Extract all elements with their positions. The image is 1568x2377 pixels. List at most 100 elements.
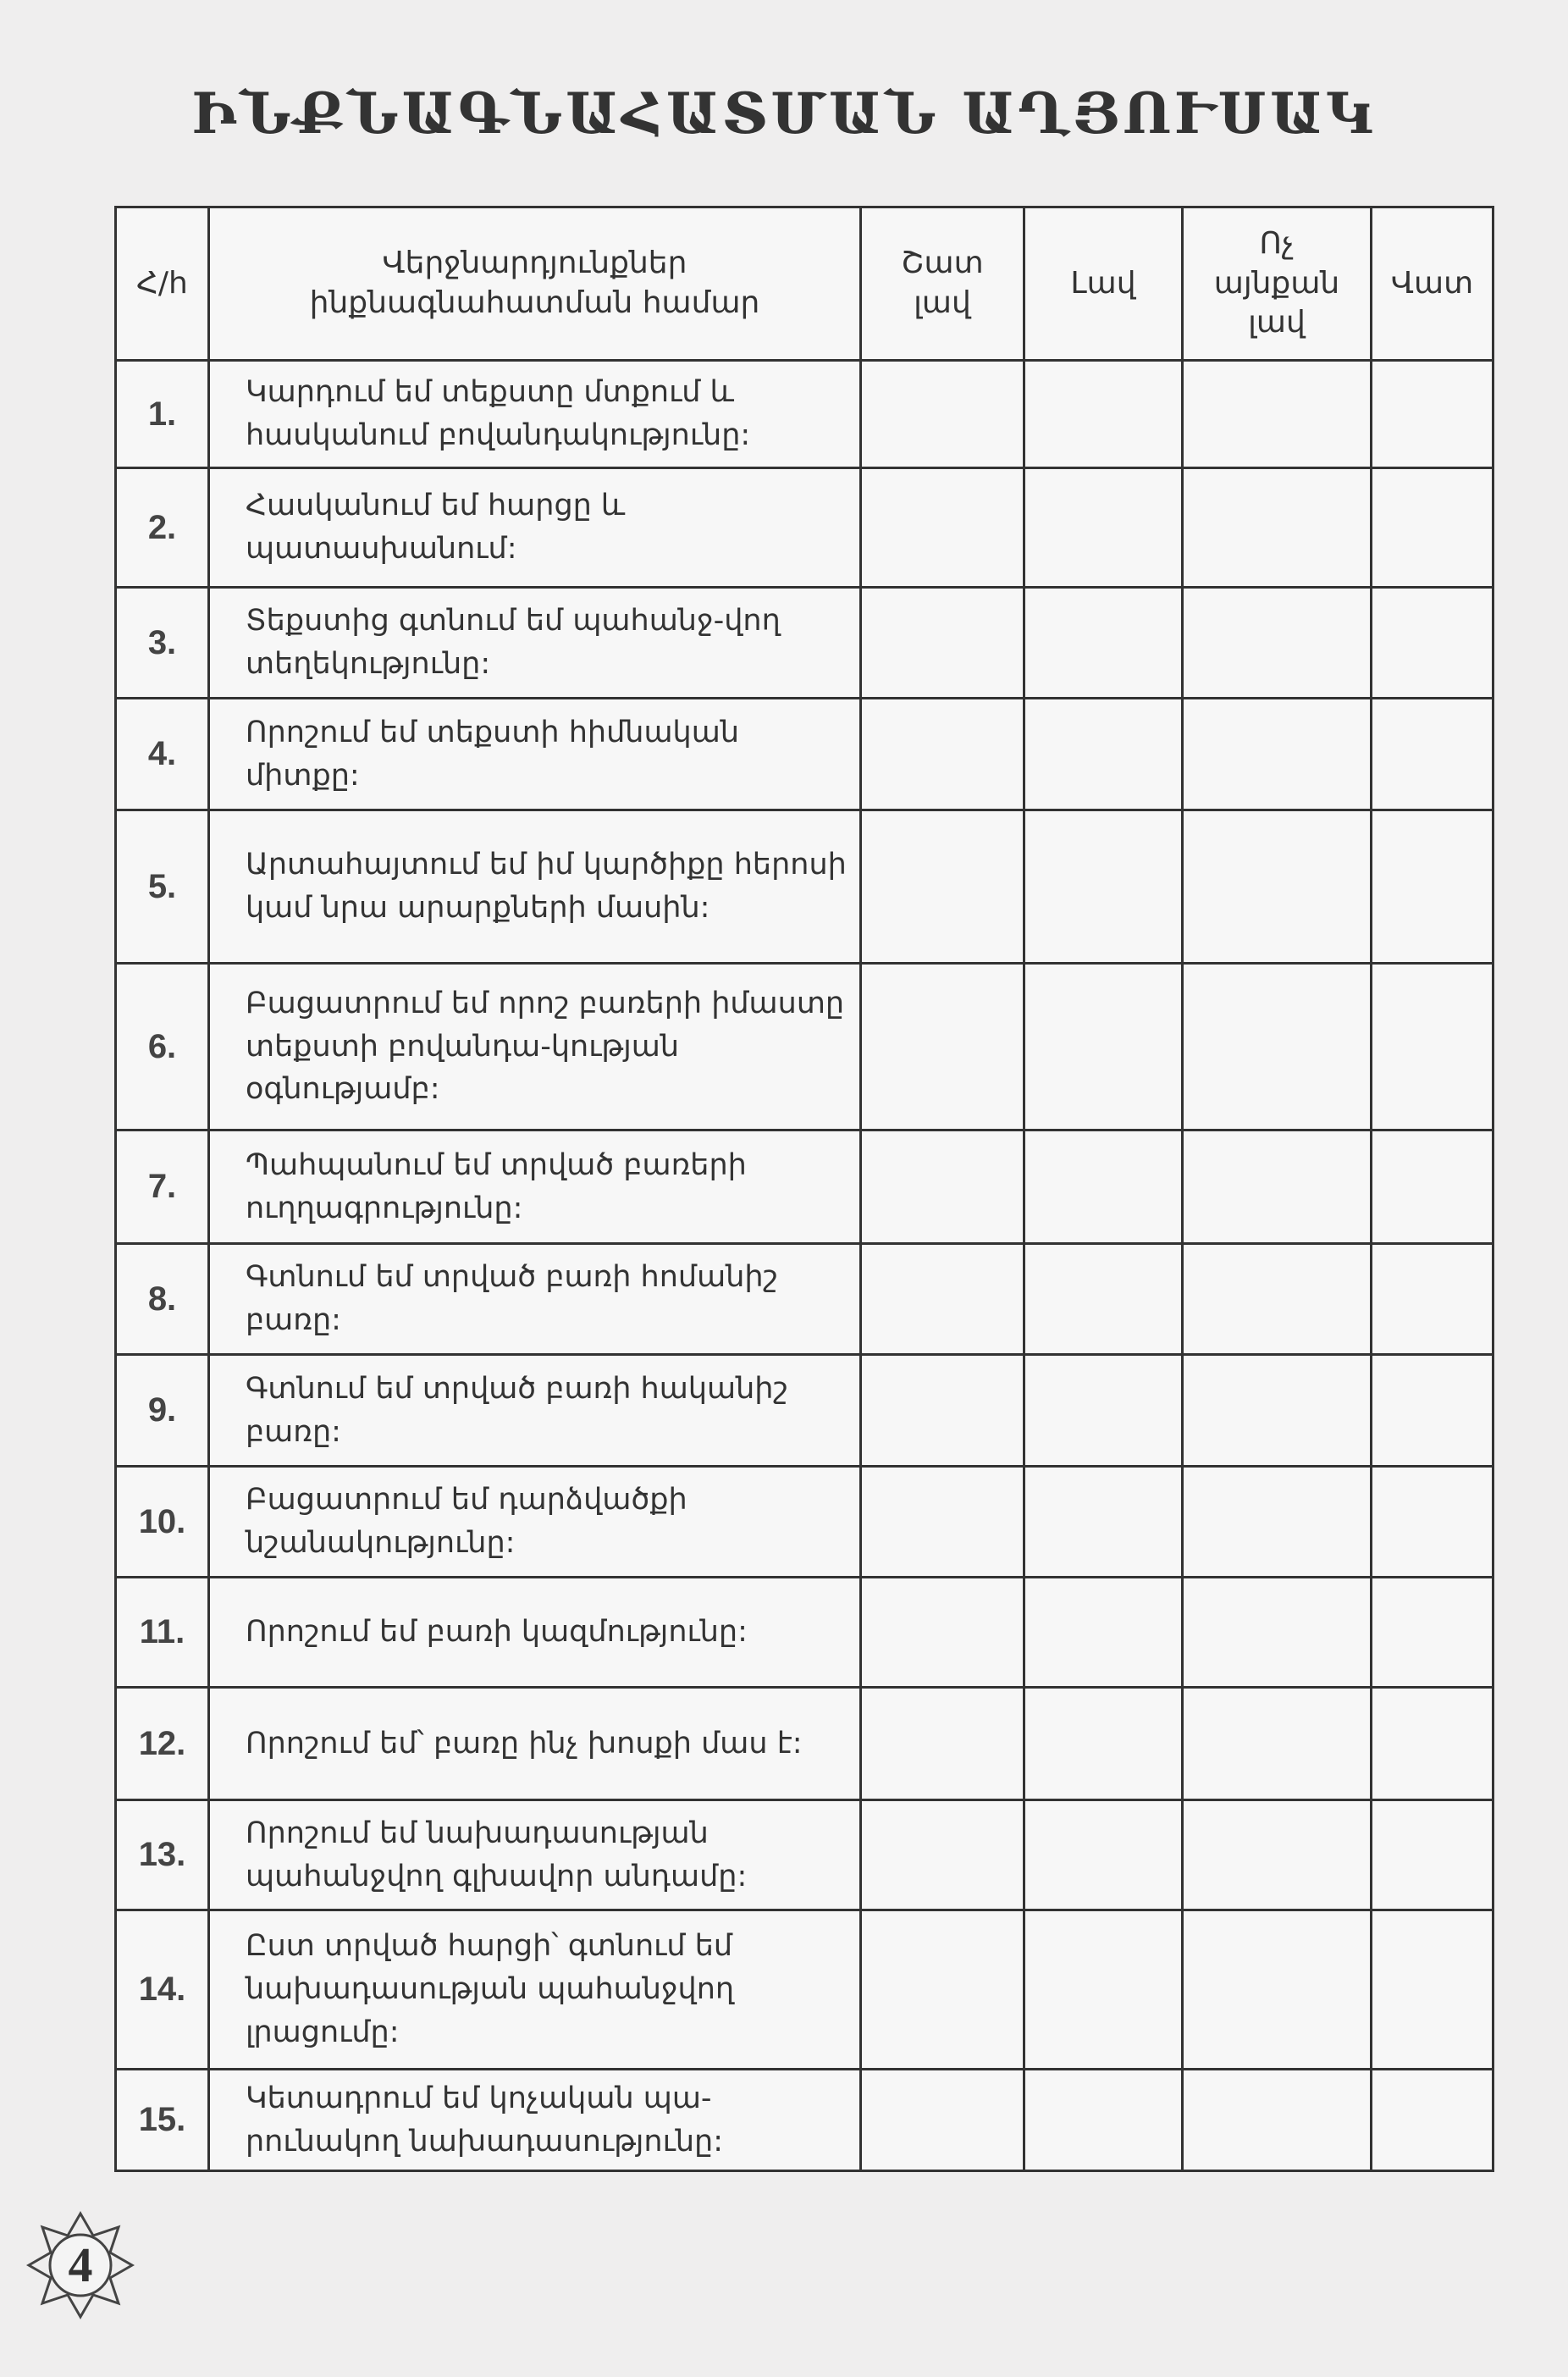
rating-cell-not-so-good[interactable] — [1181, 1129, 1372, 1245]
rating-cell-not-so-good[interactable] — [1181, 1242, 1372, 1356]
rating-cell-very-good[interactable] — [859, 1686, 1025, 1801]
row-number: 6. — [114, 962, 210, 1131]
table-row: 2. Հասկանում եմ հարցը և պատասխանում: — [114, 467, 1494, 589]
rating-cell-good[interactable] — [1023, 809, 1184, 965]
rating-cell-good[interactable] — [1023, 697, 1184, 811]
rating-cell-very-good[interactable] — [859, 359, 1025, 469]
row-outcome-text: Գտնում եմ տրված բառի հոմանիշ բառը: — [207, 1242, 862, 1356]
header-very-good: Շատ լավ — [859, 206, 1025, 362]
table-header-row: Հ/h Վերջնարդյունքներ ինքնագնահատման համա… — [114, 206, 1494, 362]
rating-cell-very-good[interactable] — [859, 809, 1025, 965]
row-number: 12. — [114, 1686, 210, 1801]
row-outcome-text: Արտահայտում եմ իմ կարծիքը հերոսի կամ նրա… — [207, 809, 862, 965]
row-outcome-text: Հասկանում եմ հարցը և պատասխանում: — [207, 467, 862, 589]
rating-cell-not-so-good[interactable] — [1181, 697, 1372, 811]
rating-cell-good[interactable] — [1023, 2068, 1184, 2172]
header-bad: Վատ — [1370, 206, 1494, 362]
rating-cell-bad[interactable] — [1370, 586, 1494, 699]
rating-cell-good[interactable] — [1023, 1576, 1184, 1689]
row-number: 15. — [114, 2068, 210, 2172]
self-assessment-table: Հ/h Վերջնարդյունքներ ինքնագնահատման համա… — [114, 206, 1494, 2172]
rating-cell-very-good[interactable] — [859, 962, 1025, 1131]
rating-cell-not-so-good[interactable] — [1181, 1686, 1372, 1801]
row-number: 8. — [114, 1242, 210, 1356]
rating-cell-bad[interactable] — [1370, 1465, 1494, 1578]
row-number: 5. — [114, 809, 210, 965]
table-row: 14. Ըստ տրված հարցի՝ գտնում եմ նախադասու… — [114, 1909, 1494, 2070]
row-number: 14. — [114, 1909, 210, 2070]
row-outcome-text: Կարդում եմ տեքստը մտքում և հասկանում բով… — [207, 359, 862, 469]
rating-cell-not-so-good[interactable] — [1181, 1576, 1372, 1689]
rating-cell-not-so-good[interactable] — [1181, 359, 1372, 469]
header-number: Հ/h — [114, 206, 210, 362]
rating-cell-good[interactable] — [1023, 467, 1184, 589]
rating-cell-good[interactable] — [1023, 1242, 1184, 1356]
rating-cell-very-good[interactable] — [859, 1129, 1025, 1245]
rating-cell-not-so-good[interactable] — [1181, 1909, 1372, 2070]
rating-cell-good[interactable] — [1023, 1465, 1184, 1578]
rating-cell-bad[interactable] — [1370, 359, 1494, 469]
header-not-so-good: Ոչ այնքան լավ — [1181, 206, 1372, 362]
rating-cell-bad[interactable] — [1370, 1129, 1494, 1245]
rating-cell-not-so-good[interactable] — [1181, 1353, 1372, 1468]
row-number: 4. — [114, 697, 210, 811]
table-row: 1. Կարդում եմ տեքստը մտքում և հասկանում … — [114, 359, 1494, 469]
rating-cell-bad[interactable] — [1370, 1909, 1494, 2070]
rating-cell-very-good[interactable] — [859, 1353, 1025, 1468]
rating-cell-good[interactable] — [1023, 1909, 1184, 2070]
row-outcome-text: Բացատրում եմ որոշ բառերի իմաստը տեքստի բ… — [207, 962, 862, 1131]
rating-cell-good[interactable] — [1023, 1353, 1184, 1468]
rating-cell-bad[interactable] — [1370, 467, 1494, 589]
table-row: 15. Կետադրում եմ կոչական պա-րունակող նախ… — [114, 2068, 1494, 2172]
rating-cell-very-good[interactable] — [859, 1576, 1025, 1689]
page-title: ԻՆՔՆԱԳՆԱՀԱՏՄԱՆ ԱՂՅՈՒՍԱԿ — [191, 80, 1377, 146]
table-row: 6. Բացատրում եմ որոշ բառերի իմաստը տեքստ… — [114, 962, 1494, 1131]
rating-cell-not-so-good[interactable] — [1181, 2068, 1372, 2172]
rating-cell-very-good[interactable] — [859, 467, 1025, 589]
row-outcome-text: Որոշում եմ բառի կազմությունը: — [207, 1576, 862, 1689]
row-outcome-text: Գտնում եմ տրված բառի հականիշ բառը: — [207, 1353, 862, 1468]
table-row: 3. Տեքստից գտնում եմ պահանջ-վող տեղեկութ… — [114, 586, 1494, 699]
rating-cell-bad[interactable] — [1370, 1686, 1494, 1801]
rating-cell-not-so-good[interactable] — [1181, 467, 1372, 589]
rating-cell-bad[interactable] — [1370, 1242, 1494, 1356]
rating-cell-not-so-good[interactable] — [1181, 962, 1372, 1131]
rating-cell-not-so-good[interactable] — [1181, 586, 1372, 699]
table-row: 11. Որոշում եմ բառի կազմությունը: — [114, 1576, 1494, 1689]
rating-cell-very-good[interactable] — [859, 697, 1025, 811]
rating-cell-bad[interactable] — [1370, 2068, 1494, 2172]
rating-cell-bad[interactable] — [1370, 1799, 1494, 1911]
page-number: 4 — [68, 2237, 93, 2292]
row-number: 3. — [114, 586, 210, 699]
rating-cell-very-good[interactable] — [859, 1465, 1025, 1578]
row-outcome-text: Որոշում եմ՝ բառը ինչ խոսքի մաս է: — [207, 1686, 862, 1801]
table-row: 9. Գտնում եմ տրված բառի հականիշ բառը: — [114, 1353, 1494, 1468]
rating-cell-not-so-good[interactable] — [1181, 809, 1372, 965]
table-row: 4. Որոշում եմ տեքստի հիմնական միտքը: — [114, 697, 1494, 811]
rating-cell-good[interactable] — [1023, 359, 1184, 469]
rating-cell-good[interactable] — [1023, 586, 1184, 699]
rating-cell-bad[interactable] — [1370, 697, 1494, 811]
rating-cell-bad[interactable] — [1370, 962, 1494, 1131]
table-row: 7. Պահպանում եմ տրված բառերի ուղղագրությ… — [114, 1129, 1494, 1245]
rating-cell-very-good[interactable] — [859, 2068, 1025, 2172]
row-number: 11. — [114, 1576, 210, 1689]
ornament-icon — [25, 2210, 135, 2320]
rating-cell-good[interactable] — [1023, 1129, 1184, 1245]
rating-cell-good[interactable] — [1023, 1799, 1184, 1911]
rating-cell-very-good[interactable] — [859, 1242, 1025, 1356]
rating-cell-bad[interactable] — [1370, 809, 1494, 965]
rating-cell-very-good[interactable] — [859, 1799, 1025, 1911]
header-good: Լավ — [1023, 206, 1184, 362]
row-outcome-text: Տեքստից գտնում եմ պահանջ-վող տեղեկությու… — [207, 586, 862, 699]
rating-cell-very-good[interactable] — [859, 586, 1025, 699]
table-row: 10. Բացատրում եմ դարձվածքի նշանակություն… — [114, 1465, 1494, 1578]
row-outcome-text: Որոշում եմ տեքստի հիմնական միտքը: — [207, 697, 862, 811]
rating-cell-bad[interactable] — [1370, 1576, 1494, 1689]
rating-cell-good[interactable] — [1023, 962, 1184, 1131]
rating-cell-not-so-good[interactable] — [1181, 1465, 1372, 1578]
rating-cell-good[interactable] — [1023, 1686, 1184, 1801]
rating-cell-very-good[interactable] — [859, 1909, 1025, 2070]
rating-cell-bad[interactable] — [1370, 1353, 1494, 1468]
rating-cell-not-so-good[interactable] — [1181, 1799, 1372, 1911]
